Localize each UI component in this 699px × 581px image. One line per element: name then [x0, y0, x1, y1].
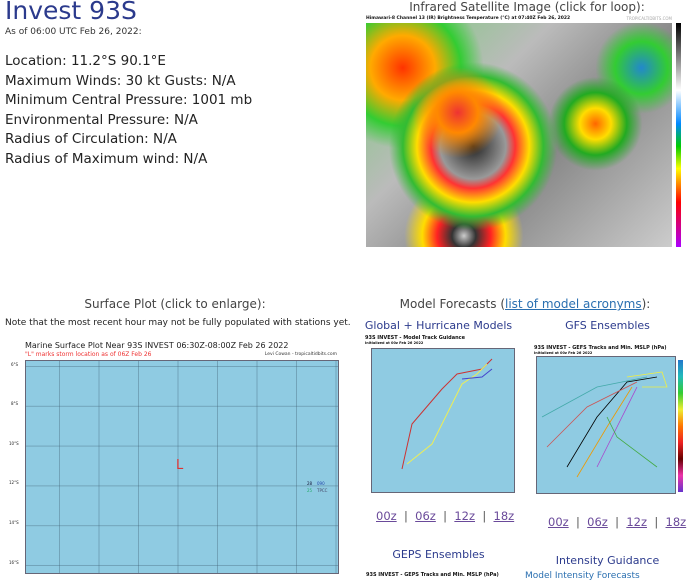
heading-suffix: ): [641, 297, 651, 311]
run-12z-link[interactable]: 12z [454, 509, 476, 523]
storm-title: Invest 93S [5, 0, 137, 25]
station-dewpoint: 25 [307, 488, 313, 493]
run-06z-link[interactable]: 06z [587, 515, 608, 529]
satellite-heading: Infrared Satellite Image (click for loop… [409, 0, 645, 14]
env-pressure: Environmental Pressure: N/A [5, 111, 198, 128]
run-18z-link[interactable]: 18z [665, 515, 687, 529]
global-image-init: Initialized at 00z Feb 26 2022 [365, 341, 424, 345]
pressure-color-bar [678, 360, 683, 492]
station-temp: 28 [307, 481, 313, 486]
max-winds: Maximum Winds: 30 kt Gusts: N/A [5, 72, 236, 89]
global-run-links: 00z | 06z | 12z | 18z [376, 509, 515, 523]
surface-plot-subtitle: "L" marks storm location as of 06Z Feb 2… [25, 351, 152, 358]
intensity-guidance-heading: Intensity Guidance [555, 554, 660, 567]
gfs-image-init: Initialized at 00z Feb 26 2022 [534, 351, 593, 355]
heading-prefix: Model Forecasts ( [399, 297, 505, 311]
gfs-run-links: 00z | 06z | 12z | 18z [548, 515, 687, 529]
lat-label: 6°S [11, 362, 19, 367]
gfs-ensembles-image[interactable]: 93S INVEST - GEFS Tracks and Min. MSLP (… [532, 344, 690, 498]
as-of-timestamp: As of 06:00 UTC Feb 26, 2022: [5, 27, 142, 37]
lat-label: 10°S [9, 441, 19, 446]
run-00z-link[interactable]: 00z [548, 515, 569, 529]
gfs-ensembles-heading: GFS Ensembles [565, 319, 650, 332]
location: Location: 11.2°S 90.1°E [5, 53, 166, 69]
radius-max-wind: Radius of Maximum wind: N/A [5, 150, 208, 167]
lat-label: 14°S [9, 520, 19, 525]
color-scale-bar [676, 23, 681, 247]
surface-plot-credit: Levi Cowan - tropicaltidbits.com [264, 352, 337, 357]
global-image-title: 93S INVEST - Model Track Guidance [365, 335, 466, 341]
ensemble-track-lines [541, 371, 668, 478]
model-acronyms-link[interactable]: list of model acronyms [505, 297, 642, 311]
station-pressure: 090 [317, 481, 325, 486]
global-models-image[interactable]: 93S INVEST - Model Track Guidance Initia… [364, 334, 516, 498]
storm-location-marker: L [176, 458, 184, 473]
run-12z-link[interactable]: 12z [626, 515, 648, 529]
global-track-map [371, 348, 515, 493]
surface-note: Note that the most recent hour may not b… [5, 318, 351, 328]
surface-map: L 28 090 25 TPCC [25, 360, 339, 574]
surface-plot-image[interactable]: Marine Surface Plot Near 93S INVEST 06:3… [5, 340, 345, 579]
lat-label: 8°S [11, 401, 19, 406]
gfs-image-title: 93S INVEST - GEFS Tracks and Min. MSLP (… [534, 345, 667, 351]
model-forecasts-heading: Model Forecasts (list of model acronyms)… [356, 297, 694, 311]
min-pressure: Minimum Central Pressure: 1001 mb [5, 92, 253, 108]
geps-ensembles-heading: GEPS Ensembles [392, 548, 485, 561]
radius-circulation: Radius of Circulation: N/A [5, 131, 177, 147]
geps-image-title[interactable]: 93S INVEST - GEPS Tracks and Min. MSLP (… [366, 572, 499, 578]
surface-heading: Surface Plot (click to enlarge): [84, 297, 266, 311]
track-lines [401, 358, 493, 470]
lat-label: 16°S [9, 560, 19, 565]
satellite-map [366, 23, 672, 247]
run-00z-link[interactable]: 00z [376, 509, 397, 523]
station-id: TPCC [317, 488, 328, 493]
gfs-track-map [536, 356, 676, 494]
satellite-image-title: Himawari-8 Channel 13 (IR) Brightness Te… [366, 16, 571, 21]
run-18z-link[interactable]: 18z [493, 509, 515, 523]
lat-label: 12°S [9, 480, 19, 485]
model-intensity-forecasts-link[interactable]: Model Intensity Forecasts [525, 571, 640, 581]
satellite-credit: TROPICALTIDBITS.COM [626, 16, 672, 21]
global-models-heading: Global + Hurricane Models [364, 319, 513, 332]
surface-plot-title: Marine Surface Plot Near 93S INVEST 06:3… [25, 341, 289, 350]
satellite-image[interactable]: Himawari-8 Channel 13 (IR) Brightness Te… [356, 15, 694, 250]
run-06z-link[interactable]: 06z [415, 509, 436, 523]
